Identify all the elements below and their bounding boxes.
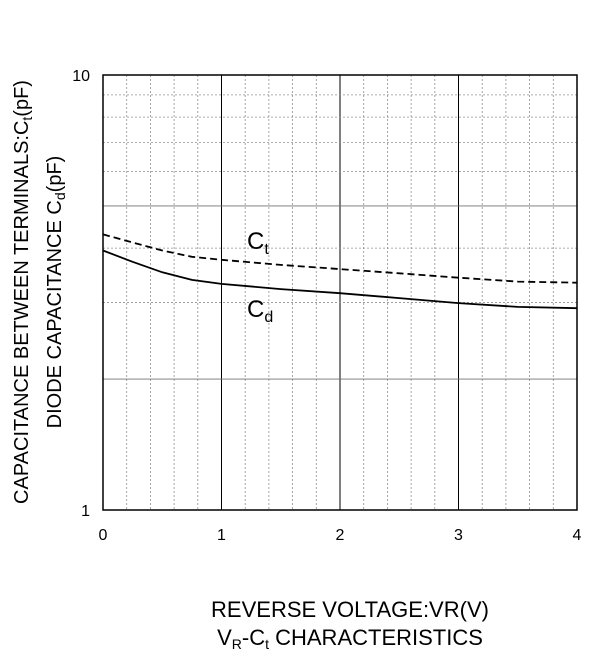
y-tick-label: 10: [72, 68, 90, 85]
plot-border: [102, 74, 578, 511]
x-tick-labels: 0 1 2 3 4: [99, 527, 582, 544]
x-tick-label: 3: [454, 527, 463, 544]
series-labels: Ct Cd: [247, 228, 273, 326]
series-line-Ct: [102, 233, 578, 284]
x-tick-label: 2: [336, 527, 345, 544]
y-tick-label: 1: [81, 503, 90, 520]
x-tick-label: 0: [99, 527, 108, 544]
series-label-Ct: Ct: [247, 228, 269, 258]
series-lines: [102, 233, 578, 310]
series-line-Cd: [102, 249, 578, 310]
x-axis-title: REVERSE VOLTAGE:VR(V): [211, 597, 489, 622]
grid: [103, 75, 577, 510]
y-axis-title-line2: DIODE CAPACITANCE Cd(pF): [44, 156, 68, 429]
x-tick-label: 1: [217, 527, 226, 544]
y-tick-labels: 1 10: [72, 68, 90, 520]
y-axis-title-line1: CAPACITANCE BETWEEN TERMINALS:Ct(pF): [11, 80, 35, 504]
series-label-Cd: Cd: [247, 296, 273, 326]
x-tick-label: 4: [573, 527, 582, 544]
chart-caption: VR-Ct CHARACTERISTICS: [217, 625, 483, 652]
